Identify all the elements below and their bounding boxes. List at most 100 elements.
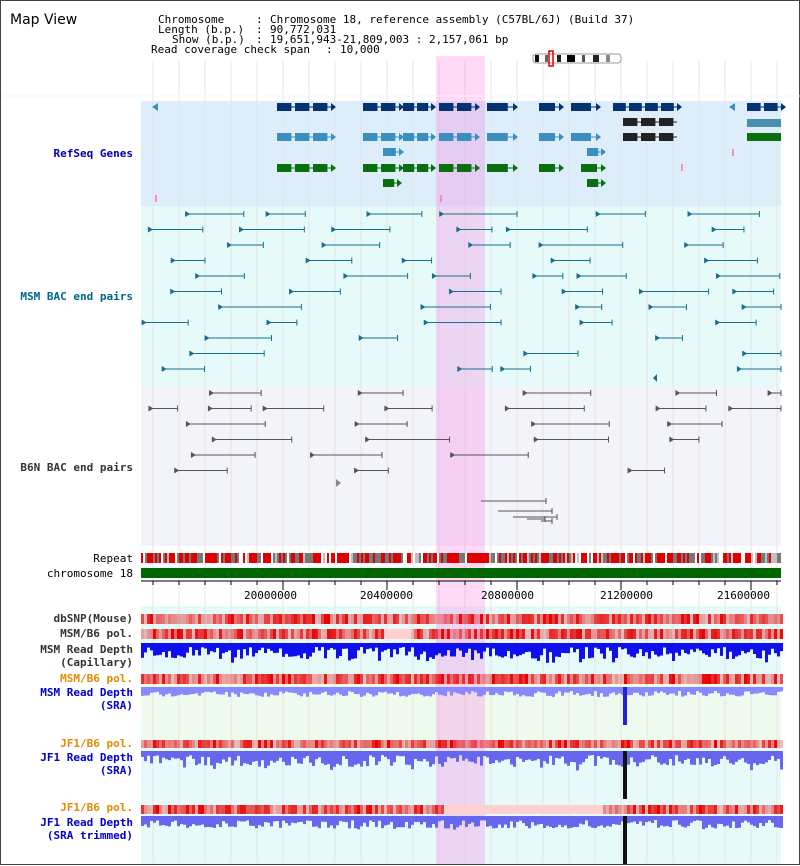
read-depth-bar [606,816,609,826]
polymorphism-cell [399,674,402,684]
read-depth-bar [546,816,549,826]
polymorphism-cell [588,674,591,684]
repeat-segment [357,553,359,563]
repeat-segment [361,553,363,563]
polymorphism-cell [165,674,168,684]
read-depth-bar [189,643,192,648]
read-depth-bar [609,687,612,694]
polymorphism-cell [591,614,594,624]
repeat-segment [153,553,155,563]
read-depth-bar [639,687,642,696]
read-depth-bar [168,643,171,652]
polymorphism-cell [627,740,630,748]
repeat-segment [177,553,179,563]
read-depth-bar [777,687,780,692]
read-depth-bar [360,687,363,697]
read-depth-bar [519,816,522,821]
read-depth-bar [249,751,252,765]
read-depth-bar [411,751,414,770]
read-depth-bar [324,643,327,659]
polymorphism-cell [423,614,426,624]
repeat-segment [457,553,459,563]
read-depth-bar [165,687,168,695]
polymorphism-cell [633,629,636,639]
polymorphism-cell [729,740,732,748]
polymorphism-cell [141,805,144,814]
read-depth-bar [639,816,642,822]
gene-exon [747,103,761,111]
read-depth-bar [372,643,375,652]
read-depth-bar [375,643,378,648]
repeat-segment [391,553,393,563]
read-depth-bar [654,643,657,655]
polymorphism-cell [765,614,768,624]
polymorphism-cell [642,674,645,684]
repeat-segment [251,553,253,563]
read-depth-bar [423,751,426,759]
read-depth-bar [408,643,411,652]
polymorphism-cell [384,674,387,684]
polymorphism-cell [270,740,273,748]
polymorphism-cell [525,614,528,624]
polymorphism-cell [237,614,240,624]
polymorphism-cell [246,674,249,684]
polymorphism-cell [165,614,168,624]
polymorphism-cell [315,674,318,684]
repeat-segment [353,553,355,563]
read-depth-bar [288,816,291,826]
polymorphism-cell [708,740,711,748]
polymorphism-cell [411,805,414,814]
read-depth-bar [192,816,195,825]
polymorphism-cell [447,674,450,684]
read-depth-bar [552,687,555,697]
polymorphism-cell [228,629,231,639]
polymorphism-cell [312,674,315,684]
read-depth-bar [453,643,456,657]
gene-exon [457,164,472,172]
read-depth-bar [357,643,360,651]
read-depth-bar [519,687,522,697]
read-depth-bar [414,816,417,823]
polymorphism-cell [591,805,594,814]
repeat-segment [551,553,553,563]
repeat-segment [443,553,445,563]
read-depth-bar [315,643,318,648]
b6n-bac-pair-end [207,405,213,412]
read-depth-bar [300,687,303,697]
polymorphism-cell [735,614,738,624]
polymorphism-cell [498,674,501,684]
read-depth-bar [501,751,504,761]
polymorphism-cell [642,629,645,639]
repeat-segment [429,553,431,563]
read-depth-bar [732,751,735,765]
read-depth-bar [666,687,669,696]
read-depth-bar [660,816,663,826]
gene-strand-arrow [513,133,518,141]
polymorphism-cell [330,805,333,814]
polymorphism-cell [147,674,150,684]
gene-exon [313,103,328,111]
gene-exon [457,103,472,111]
read-depth-bar [765,687,768,695]
read-depth-bar [396,643,399,655]
read-depth-bar [336,687,339,693]
read-depth-bar [381,687,384,693]
polymorphism-cell [141,629,144,639]
read-depth-bar [393,751,396,763]
read-depth-bar [339,816,342,821]
repeat-segment [577,553,579,563]
read-depth-bar [492,687,495,696]
polymorphism-cell [348,614,351,624]
read-depth-bar [489,751,492,764]
repeat-segment [585,553,587,563]
read-depth-bar [213,687,216,692]
polymorphism-cell [273,740,276,748]
repeat-segment [437,553,439,563]
polymorphism-cell [462,805,465,814]
read-depth-bar [477,816,480,827]
repeat-segment [711,553,713,563]
polymorphism-cell [309,614,312,624]
polymorphism-cell [699,674,702,684]
read-depth-bar [192,751,195,759]
